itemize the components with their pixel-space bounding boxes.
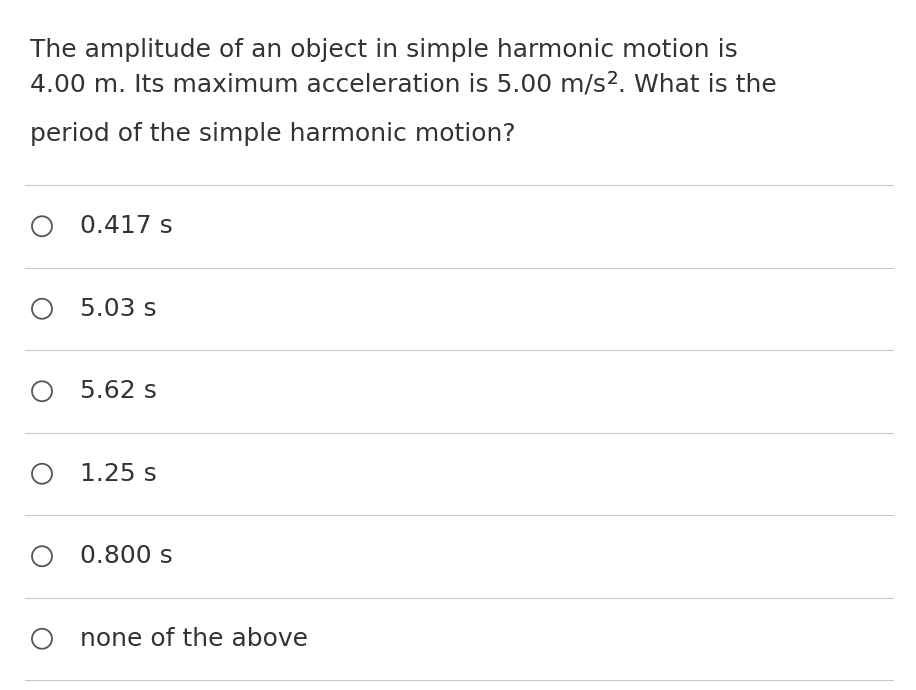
Text: 1.25 s: 1.25 s	[80, 462, 157, 486]
Text: 4.00 m. Its maximum acceleration is 5.00 m/s: 4.00 m. Its maximum acceleration is 5.00…	[30, 73, 606, 97]
Text: 0.417 s: 0.417 s	[80, 215, 173, 238]
Text: period of the simple harmonic motion?: period of the simple harmonic motion?	[30, 122, 516, 146]
Text: 5.62 s: 5.62 s	[80, 380, 157, 403]
Text: 2: 2	[607, 70, 618, 88]
Text: 5.03 s: 5.03 s	[80, 297, 157, 321]
Text: The amplitude of an object in simple harmonic motion is: The amplitude of an object in simple har…	[30, 38, 737, 62]
Text: . What is the: . What is the	[618, 73, 778, 97]
Text: none of the above: none of the above	[80, 627, 308, 651]
Text: 0.800 s: 0.800 s	[80, 544, 173, 569]
Text: 2: 2	[607, 70, 618, 88]
